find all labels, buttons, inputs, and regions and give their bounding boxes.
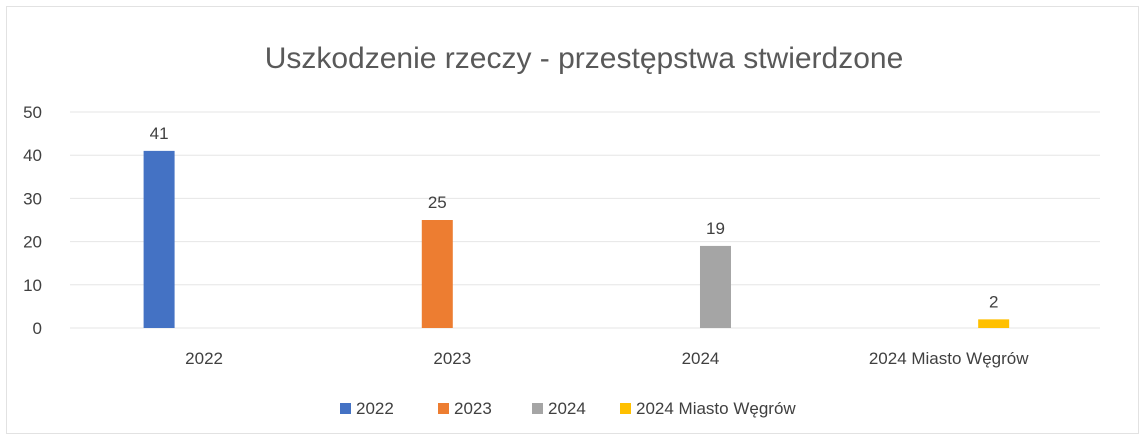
x-category-label: 2022 [185, 349, 223, 368]
x-axis-categories: 2022 2023 2024 2024 Miasto Węgrów [185, 349, 1029, 368]
y-tick-label: 20 [23, 233, 42, 252]
legend-swatch [532, 403, 543, 414]
legend-swatch [340, 403, 351, 414]
bar-2022 [143, 150, 175, 328]
legend: 2022 2023 2024 2024 Miasto Węgrów [340, 399, 796, 418]
x-category-label: 2024 Miasto Węgrów [869, 349, 1029, 368]
data-labels: 41 25 19 2 [150, 124, 999, 311]
y-tick-label: 0 [33, 319, 42, 338]
legend-label: 2022 [356, 399, 394, 418]
chart-title: Uszkodzenie rzeczy - przestępstwa stwier… [265, 42, 904, 75]
legend-swatch [620, 403, 631, 414]
x-category-label: 2024 [682, 349, 720, 368]
y-tick-label: 10 [23, 276, 42, 295]
y-tick-label: 50 [23, 103, 42, 122]
legend-swatch [438, 403, 449, 414]
data-label: 2 [989, 292, 998, 311]
y-axis-ticks: 0 10 20 30 40 50 [23, 103, 42, 338]
y-tick-label: 40 [23, 146, 42, 165]
bar-2024-miasto-węgrów [978, 319, 1010, 328]
bar-2023 [421, 220, 453, 328]
gridlines [70, 111, 1100, 329]
legend-label: 2024 [548, 399, 586, 418]
bars [143, 150, 1010, 328]
data-label: 41 [150, 124, 169, 143]
x-category-label: 2023 [433, 349, 471, 368]
legend-label: 2023 [454, 399, 492, 418]
data-label: 25 [428, 193, 447, 212]
bar-2024 [699, 245, 731, 328]
legend-label: 2024 Miasto Węgrów [636, 399, 796, 418]
chart-frame [6, 6, 1139, 434]
data-label: 19 [706, 219, 725, 238]
y-tick-label: 30 [23, 189, 42, 208]
